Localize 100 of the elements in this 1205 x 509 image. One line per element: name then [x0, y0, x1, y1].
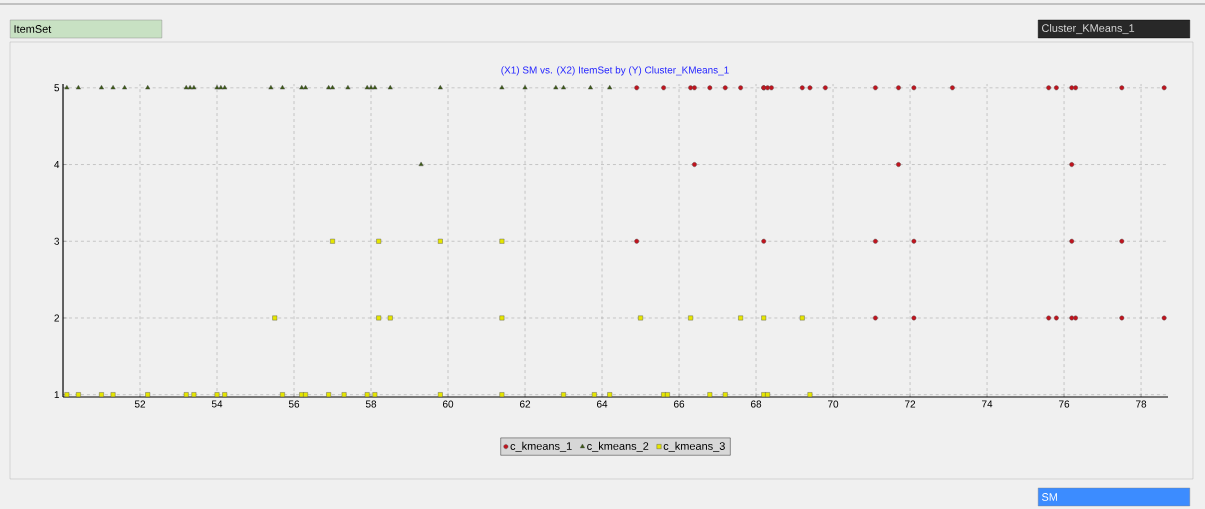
point [761, 238, 767, 244]
point [1069, 162, 1075, 167]
text: Cluster_KMeans_1 [1042, 23, 1135, 35]
point [707, 392, 713, 398]
point [1119, 315, 1125, 321]
point [692, 85, 697, 91]
x-tick-label: 76 [1059, 400, 1070, 408]
point [1046, 315, 1052, 321]
text: SM [1041, 493, 1058, 501]
point [688, 85, 693, 91]
point [99, 392, 104, 398]
point [873, 238, 878, 244]
point [187, 85, 193, 90]
point [299, 392, 305, 398]
point [607, 85, 613, 90]
point [1069, 238, 1075, 244]
y-tick-label: 3 [54, 237, 60, 245]
point [330, 85, 335, 90]
point [372, 85, 378, 90]
point [376, 238, 382, 244]
point [345, 85, 351, 90]
point [822, 85, 828, 91]
point [183, 85, 189, 90]
point [588, 85, 593, 90]
point [437, 85, 443, 90]
x-tick-label: 68 [751, 400, 762, 408]
point [1053, 85, 1059, 91]
point [76, 392, 81, 398]
point [214, 85, 220, 90]
point [303, 392, 308, 398]
point [1161, 315, 1167, 321]
point [280, 85, 285, 90]
point [638, 315, 643, 321]
point [99, 85, 104, 90]
point [722, 85, 728, 91]
point [341, 392, 347, 398]
point [299, 85, 305, 90]
point [499, 392, 505, 398]
point [799, 315, 805, 321]
point [222, 392, 228, 398]
point [738, 85, 744, 91]
point [722, 392, 728, 398]
x-tick-label: 56 [288, 400, 300, 408]
x-tick-label: 58 [365, 400, 377, 408]
point [183, 392, 189, 398]
point [1119, 85, 1125, 91]
point [330, 238, 335, 244]
point [437, 238, 443, 244]
point [896, 85, 901, 91]
point [522, 85, 528, 90]
point [364, 392, 370, 398]
point [873, 315, 878, 321]
point [661, 85, 667, 91]
point [280, 392, 285, 398]
point [364, 85, 370, 90]
point [911, 238, 917, 244]
point [707, 85, 713, 91]
y-tick-label: 4 [54, 161, 60, 168]
point [372, 392, 378, 398]
point [761, 392, 767, 398]
point [110, 392, 116, 398]
point [214, 392, 220, 398]
x-tick-label: 54 [211, 400, 223, 408]
point [769, 85, 774, 91]
point [1053, 315, 1059, 321]
point [1069, 85, 1075, 91]
point [634, 85, 640, 91]
point [499, 238, 505, 244]
point [303, 85, 309, 90]
point [688, 315, 693, 321]
point [387, 85, 393, 90]
point [218, 85, 224, 90]
point [437, 392, 443, 398]
point [1069, 315, 1075, 321]
point [661, 392, 667, 398]
point [761, 315, 767, 321]
point [368, 85, 374, 90]
y-tick-label: 2 [54, 314, 59, 322]
point [896, 162, 901, 167]
point [807, 392, 813, 398]
point [1046, 85, 1052, 91]
point [326, 392, 332, 398]
y-tick-label: 5 [54, 84, 60, 92]
point [911, 85, 917, 91]
point [191, 85, 197, 90]
point [765, 85, 770, 91]
point [387, 315, 393, 321]
point [561, 392, 566, 398]
point [765, 392, 770, 398]
point [1073, 315, 1078, 321]
point [1161, 85, 1167, 91]
point [122, 85, 128, 90]
legend-label: c_kmeans_1 [510, 441, 572, 452]
point [607, 392, 613, 398]
point [326, 85, 332, 90]
x-tick-label: 70 [828, 400, 839, 408]
x-tick-label: 62 [519, 400, 531, 408]
legend-label: c_kmeans_3 [663, 441, 725, 452]
point [418, 161, 424, 167]
point [499, 315, 505, 321]
